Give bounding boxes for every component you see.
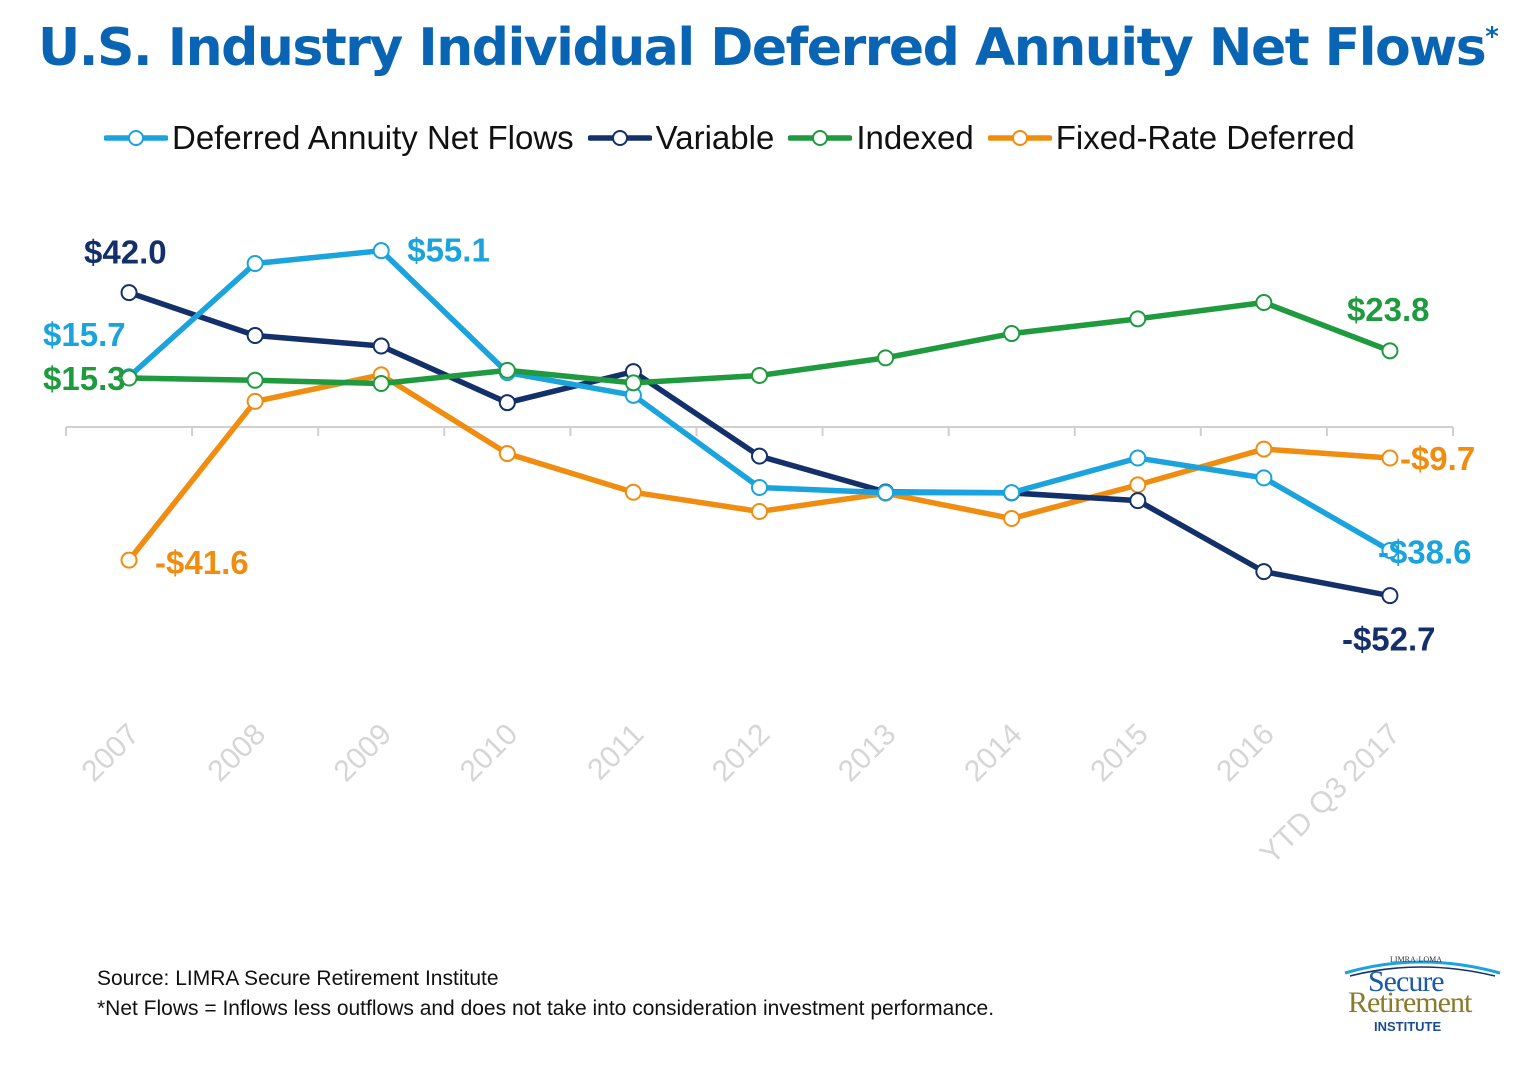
data-point — [372, 337, 390, 355]
sri-logo: LIMRA·LOMA Secure Retirement INSTITUTE — [1340, 953, 1505, 1048]
data-label: $23.8 — [1347, 291, 1430, 328]
data-point — [498, 445, 516, 463]
data-point — [1381, 542, 1399, 560]
data-point — [1129, 310, 1147, 328]
data-point — [1381, 587, 1399, 605]
data-point — [624, 483, 642, 501]
data-point — [498, 361, 516, 379]
logo-arc — [1344, 960, 1501, 977]
x-tick-label: 2010 — [454, 718, 525, 789]
legend-label: Indexed — [856, 119, 974, 156]
x-tick-label: 2014 — [958, 718, 1029, 789]
data-point — [877, 349, 895, 367]
legend-swatch — [788, 130, 853, 146]
legend-swatch — [587, 130, 652, 146]
logo-top-text: LIMRA·LOMA — [1390, 955, 1442, 964]
source-note: Source: LIMRA Secure Retirement Institut… — [97, 964, 994, 1024]
logo-secure-text: Secure — [1368, 965, 1445, 998]
data-point — [372, 374, 390, 392]
x-tick-label: 2011 — [581, 718, 650, 787]
data-point — [1003, 484, 1021, 502]
data-point — [751, 366, 768, 384]
data-point — [1129, 449, 1147, 467]
data-label: -$41.6 — [155, 544, 249, 581]
x-tick-label: 2012 — [706, 718, 777, 789]
legend-item: Indexed — [788, 119, 974, 157]
series-line — [126, 289, 1393, 599]
data-point — [246, 326, 264, 344]
data-label: -$9.7 — [1400, 440, 1475, 477]
line-chart: 2007 2008 2009 2010 2011 2012 2013 2014 2015 2016… — [43, 232, 1475, 871]
data-point — [246, 254, 264, 272]
data-point — [120, 284, 138, 302]
data-point — [120, 551, 138, 569]
legend-label: Fixed-Rate Deferred — [1055, 119, 1355, 156]
x-tick-label: 2008 — [202, 718, 273, 789]
x-tick-label: 2007 — [75, 718, 146, 789]
logo-retirement-text: Retirement — [1348, 986, 1472, 1019]
data-point — [120, 369, 138, 387]
x-tick-label: 2009 — [328, 718, 399, 789]
data-label: -$38.6 — [1378, 534, 1472, 571]
data-point — [1255, 294, 1273, 312]
data-point — [1003, 510, 1021, 528]
x-tick-label: 2015 — [1084, 718, 1155, 789]
data-label: $55.1 — [407, 232, 490, 269]
data-label: $42.0 — [84, 234, 167, 271]
legend-label: Variable — [655, 119, 775, 156]
legend-swatch — [987, 130, 1052, 146]
data-point — [1381, 449, 1399, 467]
data-point — [624, 374, 642, 392]
legend-item: Variable — [587, 119, 775, 157]
legend-item: Fixed-Rate Deferred — [987, 119, 1355, 157]
data-point — [498, 394, 516, 412]
data-point — [246, 392, 264, 410]
data-point — [751, 478, 768, 496]
chart-legend: Deferred Annuity Net Flows Variable Indexe… — [104, 116, 1369, 160]
chart-title: U.S. Industry Individual Deferred Annuit… — [38, 18, 1499, 78]
data-label: $15.7 — [43, 316, 126, 353]
data-point — [877, 484, 895, 502]
data-point — [751, 447, 768, 465]
data-point — [1255, 469, 1273, 487]
x-tick-label: 2016 — [1210, 718, 1281, 789]
legend-swatch — [104, 130, 168, 146]
data-label: $15.3 — [43, 360, 126, 397]
data-label: -$52.7 — [1342, 621, 1436, 658]
data-point — [1255, 563, 1273, 581]
x-tick-label: 2013 — [832, 718, 903, 789]
data-point — [372, 242, 390, 260]
data-point — [1129, 476, 1147, 494]
data-point — [1381, 342, 1399, 360]
data-point — [246, 371, 264, 389]
data-point — [1255, 440, 1273, 458]
logo-institute-text: INSTITUTE — [1374, 1019, 1442, 1034]
legend-item: Deferred Annuity Net Flows — [104, 119, 574, 157]
legend-label: Deferred Annuity Net Flows — [172, 119, 574, 156]
source-line: Source: LIMRA Secure Retirement Institut… — [97, 967, 499, 990]
footnote-line: *Net Flows = Inflows less outflows and d… — [97, 997, 995, 1020]
data-point — [1003, 325, 1021, 343]
data-point — [751, 502, 768, 520]
data-point — [1129, 492, 1147, 510]
